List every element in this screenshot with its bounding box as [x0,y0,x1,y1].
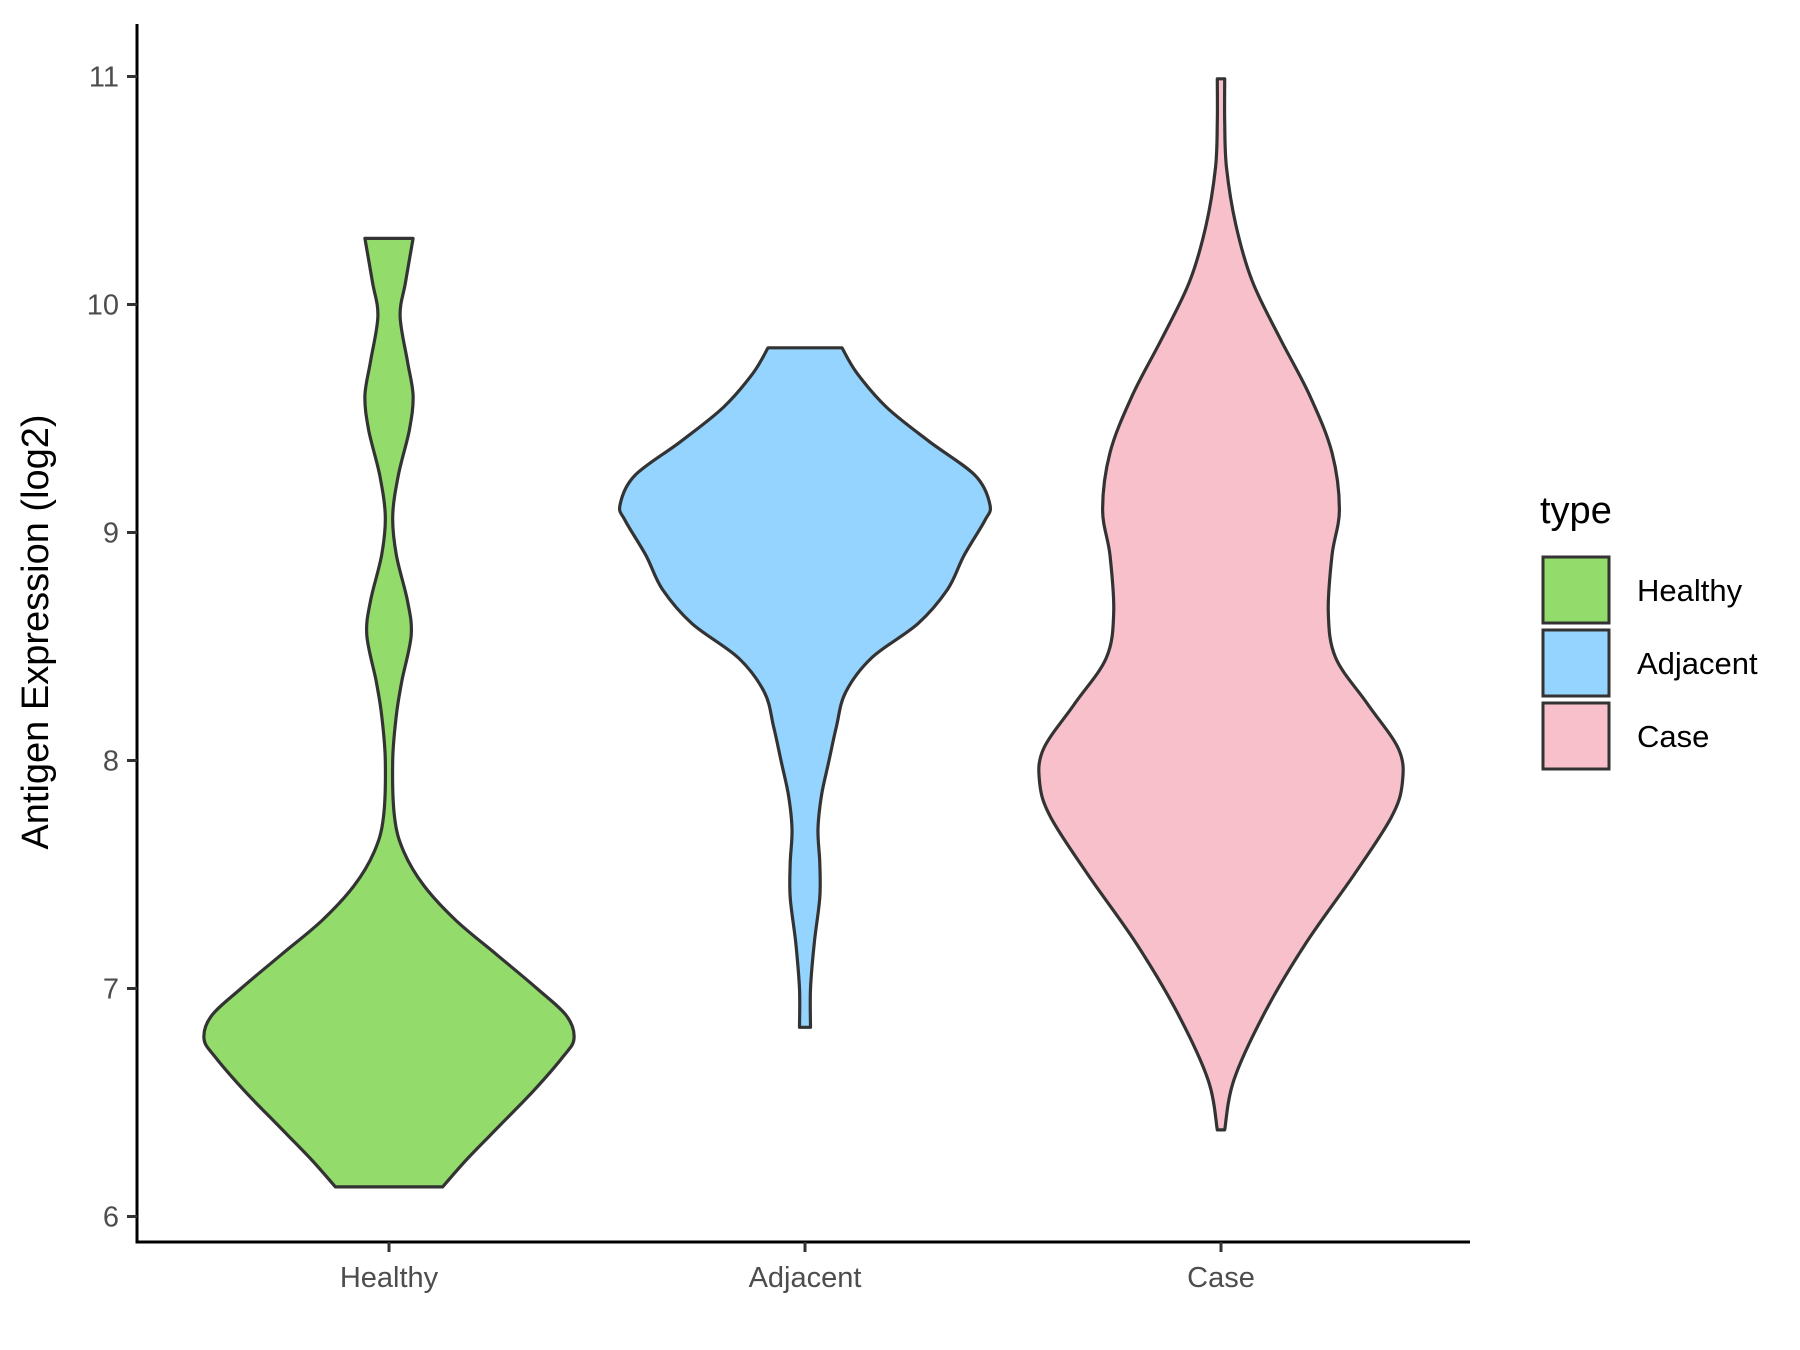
legend: type Healthy Adjacent Case [1540,490,1758,771]
x-tick-label: Adjacent [749,1262,862,1294]
legend-label: Healthy [1637,573,1743,608]
y-tick-label: 9 [103,518,119,550]
y-axis-ticks: 6 7 8 9 10 11 [87,62,137,1234]
legend-key-case [1541,701,1611,771]
y-axis-title: Antigen Expression (log2) [15,414,57,849]
x-axis-ticks: Healthy Adjacent Case [340,1242,1255,1294]
y-tick-label: 8 [103,746,119,778]
legend-key-healthy [1541,555,1611,625]
legend-key-adjacent [1541,628,1611,698]
x-tick-label: Case [1187,1262,1255,1294]
violin-healthy [202,236,576,1189]
y-tick-label: 6 [103,1202,119,1234]
violin-adjacent [618,346,992,1029]
y-tick-label: 10 [87,290,119,322]
y-tick-label: 7 [103,974,119,1006]
legend-title: type [1540,490,1612,532]
x-tick-label: Healthy [340,1262,439,1294]
legend-items: Healthy Adjacent Case [1541,555,1758,771]
legend-label: Case [1637,719,1709,754]
legend-label: Adjacent [1637,646,1758,681]
y-tick-label: 11 [89,62,119,94]
violin-case [1037,77,1405,1132]
violin-layer [202,77,1405,1189]
